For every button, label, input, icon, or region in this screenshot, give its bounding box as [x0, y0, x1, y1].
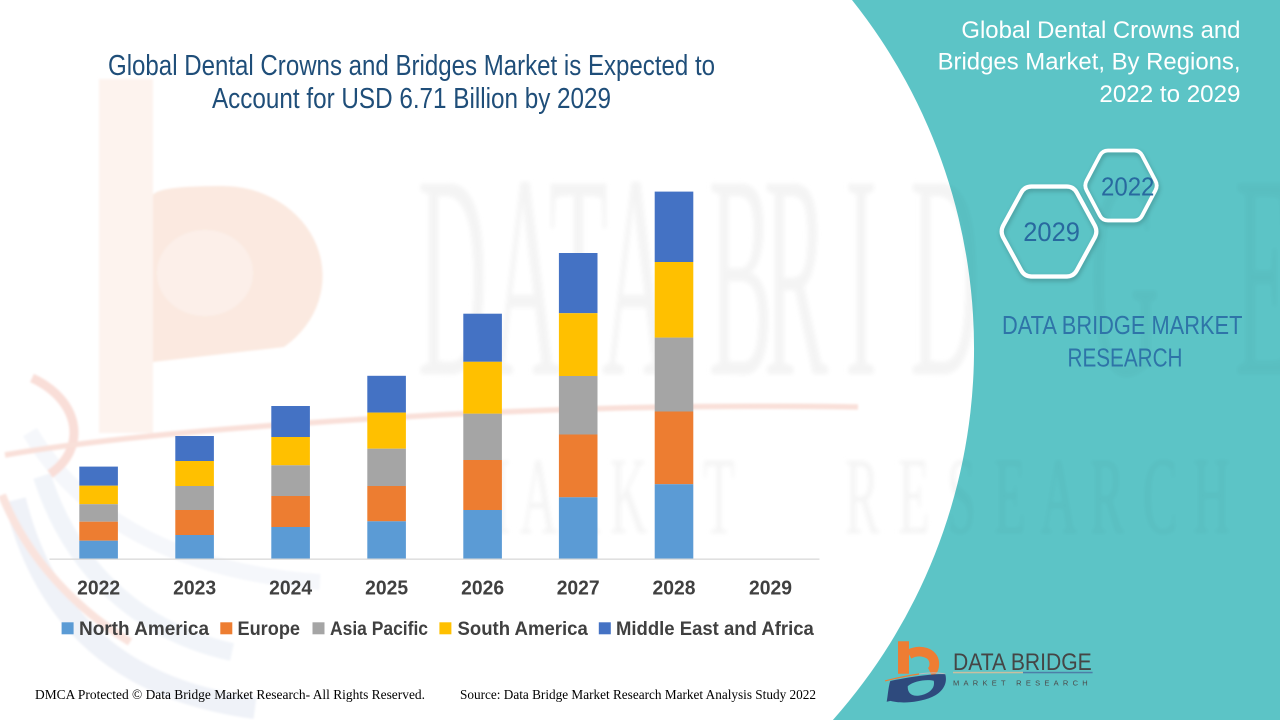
svg-text:Global Dental Crowns and: Global Dental Crowns and	[961, 17, 1240, 44]
svg-text:MARKET RESEARCH: MARKET RESEARCH	[953, 681, 1092, 688]
svg-text:2022 to 2029: 2022 to 2029	[1099, 81, 1240, 108]
svg-text:2026: 2026	[461, 578, 504, 600]
svg-text:2022: 2022	[77, 578, 120, 600]
svg-text:2027: 2027	[557, 578, 600, 600]
svg-text:Account for USD 6.71 Billion b: Account for USD 6.71 Billion by 2029	[212, 83, 611, 115]
svg-text:Asia Pacific: Asia Pacific	[330, 619, 428, 640]
svg-text:Middle East and Africa: Middle East and Africa	[616, 619, 814, 640]
svg-text:2028: 2028	[653, 578, 696, 600]
svg-text:North America: North America	[79, 619, 209, 640]
svg-text:DATA BRIDGE: DATA BRIDGE	[953, 649, 1092, 676]
svg-text:2024: 2024	[269, 578, 313, 600]
svg-text:Source: Data Bridge Market Res: Source: Data Bridge Market Research Mark…	[460, 688, 816, 703]
svg-text:DATA BRIDGE MARKET: DATA BRIDGE MARKET	[1002, 310, 1243, 340]
svg-text:Europe: Europe	[238, 619, 301, 640]
svg-text:Global Dental Crowns and Bridg: Global Dental Crowns and Bridges Market …	[108, 50, 715, 82]
svg-text:RESEARCH: RESEARCH	[1068, 342, 1183, 372]
svg-text:2022: 2022	[1101, 172, 1154, 202]
svg-text:2023: 2023	[173, 578, 216, 600]
svg-text:South America: South America	[458, 619, 589, 640]
svg-text:DMCA Protected © Data Bridge M: DMCA Protected © Data Bridge Market Rese…	[35, 688, 425, 703]
svg-text:2029: 2029	[1023, 217, 1080, 247]
svg-text:2025: 2025	[365, 578, 408, 600]
svg-text:2029: 2029	[749, 578, 792, 600]
svg-text:Bridges Market, By Regions,: Bridges Market, By Regions,	[938, 48, 1241, 75]
